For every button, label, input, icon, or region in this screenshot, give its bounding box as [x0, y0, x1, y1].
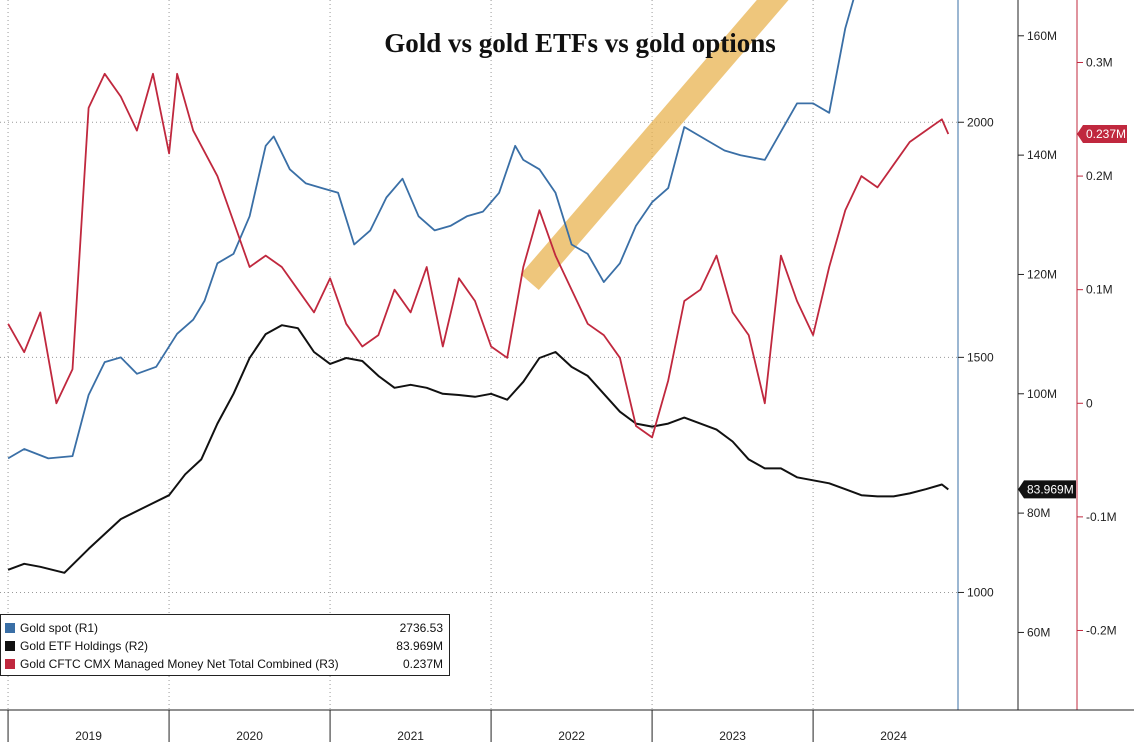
trend-arrow — [520, 0, 789, 290]
axis-label-r2: 140M — [1027, 148, 1057, 162]
legend-label: Gold CFTC CMX Managed Money Net Total Co… — [20, 657, 339, 671]
axis-label-r3: 0.3M — [1086, 55, 1113, 69]
chart-legend: Gold spot (R1) 2736.53 Gold ETF Holdings… — [0, 614, 450, 676]
x-axis-label: 2024 — [880, 729, 907, 742]
legend-value: 0.237M — [402, 657, 443, 671]
last-value-tag-etf-holdings: 83.969M — [1018, 480, 1076, 499]
axis-label-r1: 2000 — [967, 115, 994, 129]
series-line-gold-spot — [7, 0, 855, 460]
series-line-cftc-net — [7, 72, 950, 439]
last-value-tag-cftc-net-text: 0.237M — [1086, 127, 1126, 141]
legend-value: 2736.53 — [399, 621, 443, 635]
trend-arrow-shape — [520, 0, 789, 290]
series-line-etf-holdings — [7, 324, 949, 574]
legend-swatch-gold-spot — [5, 623, 15, 633]
legend-item-etf-holdings: Gold ETF Holdings (R2) 83.969M — [1, 637, 449, 655]
legend-label: Gold spot (R1) — [20, 621, 99, 635]
series-lines — [7, 0, 950, 574]
legend-item-gold-spot: Gold spot (R1) 2736.53 — [1, 619, 449, 637]
legend-label: Gold ETF Holdings (R2) — [20, 639, 149, 653]
x-axis-label: 2020 — [236, 729, 263, 742]
last-value-tag-cftc-net-bg — [1077, 125, 1127, 144]
legend-value: 83.969M — [396, 639, 443, 653]
x-axis-label: 2021 — [397, 729, 424, 742]
last-value-tag-etf-holdings-bg — [1018, 480, 1076, 499]
axis-label-r1: 1500 — [967, 350, 994, 364]
axis-label-r2: 80M — [1027, 506, 1050, 520]
axis-label-r3: -0.2M — [1086, 623, 1117, 637]
axis-label-r2: 120M — [1027, 267, 1057, 281]
legend-swatch-etf-holdings — [5, 641, 15, 651]
chart-title: Gold vs gold ETFs vs gold options — [384, 28, 776, 58]
axis-label-r2: 100M — [1027, 387, 1057, 401]
axis-label-r3: 0.2M — [1086, 169, 1113, 183]
axis-label-r1: 1000 — [967, 585, 994, 599]
legend-swatch-cftc-net — [5, 659, 15, 669]
x-axis-label: 2022 — [558, 729, 585, 742]
last-value-tag-etf-holdings-text: 83.969M — [1027, 482, 1074, 496]
axis-label-r3: -0.1M — [1086, 510, 1117, 524]
legend-item-cftc-net: Gold CFTC CMX Managed Money Net Total Co… — [1, 655, 449, 673]
axis-label-r3: 0.1M — [1086, 283, 1113, 297]
last-value-tag-cftc-net: 0.237M — [1077, 125, 1127, 144]
x-axis-label: 2023 — [719, 729, 746, 742]
axis-label-r2: 60M — [1027, 625, 1050, 639]
axis-label-r3: 0 — [1086, 396, 1093, 410]
axis-label-r2: 160M — [1027, 29, 1057, 43]
x-axis-label: 2019 — [75, 729, 102, 742]
